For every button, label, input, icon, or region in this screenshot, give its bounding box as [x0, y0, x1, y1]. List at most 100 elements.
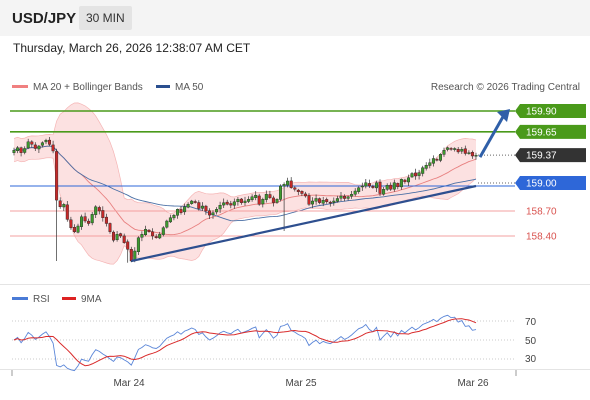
rsi-ma-legend-swatch [62, 297, 76, 300]
candle-body [30, 141, 34, 145]
candle-body [129, 248, 133, 262]
candle-body [414, 172, 418, 177]
level-box-159-00 [515, 176, 586, 190]
candle-body [62, 204, 66, 208]
rsi-tick-70: 70 [525, 317, 537, 328]
candle-body [261, 199, 265, 205]
candle-body [218, 204, 222, 210]
candle-body [19, 147, 23, 153]
forecast-arrow-head [497, 109, 510, 123]
bollinger-band-fill [14, 102, 476, 265]
candle-body [204, 205, 208, 212]
candle-body [375, 182, 379, 189]
candle-body [172, 214, 176, 219]
candle-body [286, 180, 290, 186]
candle-body [40, 142, 44, 146]
candle-body [193, 201, 197, 203]
candle-body [140, 234, 144, 238]
level-label-159-00: 159.00 [526, 179, 557, 190]
candle-body [389, 184, 393, 190]
level-labels: 159.90 159.65 159.37 159.00 158.70 158.40 [515, 104, 586, 243]
candle-body [449, 148, 453, 150]
level-label-159-37: 159.37 [526, 151, 557, 162]
candle-body [328, 201, 332, 204]
candle-body [158, 234, 162, 239]
candle-body [143, 229, 147, 236]
candle-body [44, 139, 48, 143]
candle-body [311, 200, 315, 205]
datetime-label: Thursday, March 26, 2026 12:38:07 AM CET [13, 41, 251, 55]
candle-body [424, 164, 428, 169]
candle-body [275, 199, 279, 203]
price-legend: MA 20 + Bollinger Bands MA 50 [12, 82, 204, 93]
candle-body [318, 198, 322, 203]
candle-body [136, 237, 140, 252]
level-label-159-65: 159.65 [526, 127, 557, 138]
rsi-legend: RSI 9MA [12, 294, 102, 305]
chart-header: USD/JPY 30 MIN [0, 0, 590, 36]
watermark: Research © 2026 Trading Central [431, 82, 580, 93]
candle-body [229, 203, 233, 206]
candle-body [417, 172, 421, 176]
timeframe-badge[interactable]: 30 MIN [79, 6, 132, 30]
candle-body [325, 199, 329, 202]
rsi-lines [13, 314, 477, 372]
candle-body [250, 196, 254, 201]
x-label-mar24: Mar 24 [113, 378, 145, 389]
candle-body [332, 200, 336, 203]
candle-body [378, 181, 382, 194]
candle-body [357, 187, 361, 192]
candle-body [396, 183, 400, 188]
candle-body [83, 216, 87, 222]
candle-body [467, 152, 471, 154]
candle-body [460, 149, 464, 152]
candle-body [186, 204, 190, 208]
level-label-158-40: 158.40 [526, 232, 557, 243]
candle-body [161, 227, 165, 235]
ma20-line [13, 145, 477, 236]
candle-body [94, 206, 98, 215]
level-box-159-37 [515, 148, 586, 163]
candle-body [343, 196, 347, 199]
level-lines [10, 110, 515, 237]
candle-body [247, 199, 251, 202]
candle-body [307, 195, 311, 205]
candle-body [474, 154, 478, 157]
candle-body [147, 229, 151, 233]
candle-body [115, 234, 119, 241]
candle-body [236, 199, 240, 203]
candle-body [463, 148, 467, 154]
candle-body [33, 144, 37, 149]
candle-body [222, 202, 226, 206]
candle-body [26, 141, 30, 149]
candle-body [254, 194, 258, 198]
candle-body [197, 202, 201, 209]
candle-body [282, 184, 286, 187]
candle-body [353, 190, 357, 195]
candle-body [268, 194, 272, 198]
candle-body [69, 219, 73, 228]
candles [12, 137, 478, 263]
candle-body [264, 194, 268, 200]
candle-body [168, 217, 172, 223]
candle-body [97, 207, 101, 212]
candle-body [456, 148, 460, 153]
candle-body [453, 148, 457, 150]
rsi-ma-legend-label: 9MA [81, 294, 102, 305]
rsi-legend-swatch [12, 297, 28, 300]
candle-body [431, 158, 435, 164]
candle-body [76, 225, 80, 233]
candle-body [335, 198, 339, 202]
candle-body [300, 190, 304, 194]
candle-body [407, 177, 411, 183]
candle-body [239, 198, 243, 203]
candle-body [399, 179, 403, 188]
candle-body [151, 231, 155, 237]
rsi-tick-30: 30 [525, 354, 537, 365]
candle-body [225, 201, 229, 205]
candle-body [350, 194, 354, 197]
candle-body [403, 179, 407, 182]
candle-body [16, 147, 20, 151]
candle-body [385, 184, 389, 190]
candle-body [367, 183, 371, 187]
